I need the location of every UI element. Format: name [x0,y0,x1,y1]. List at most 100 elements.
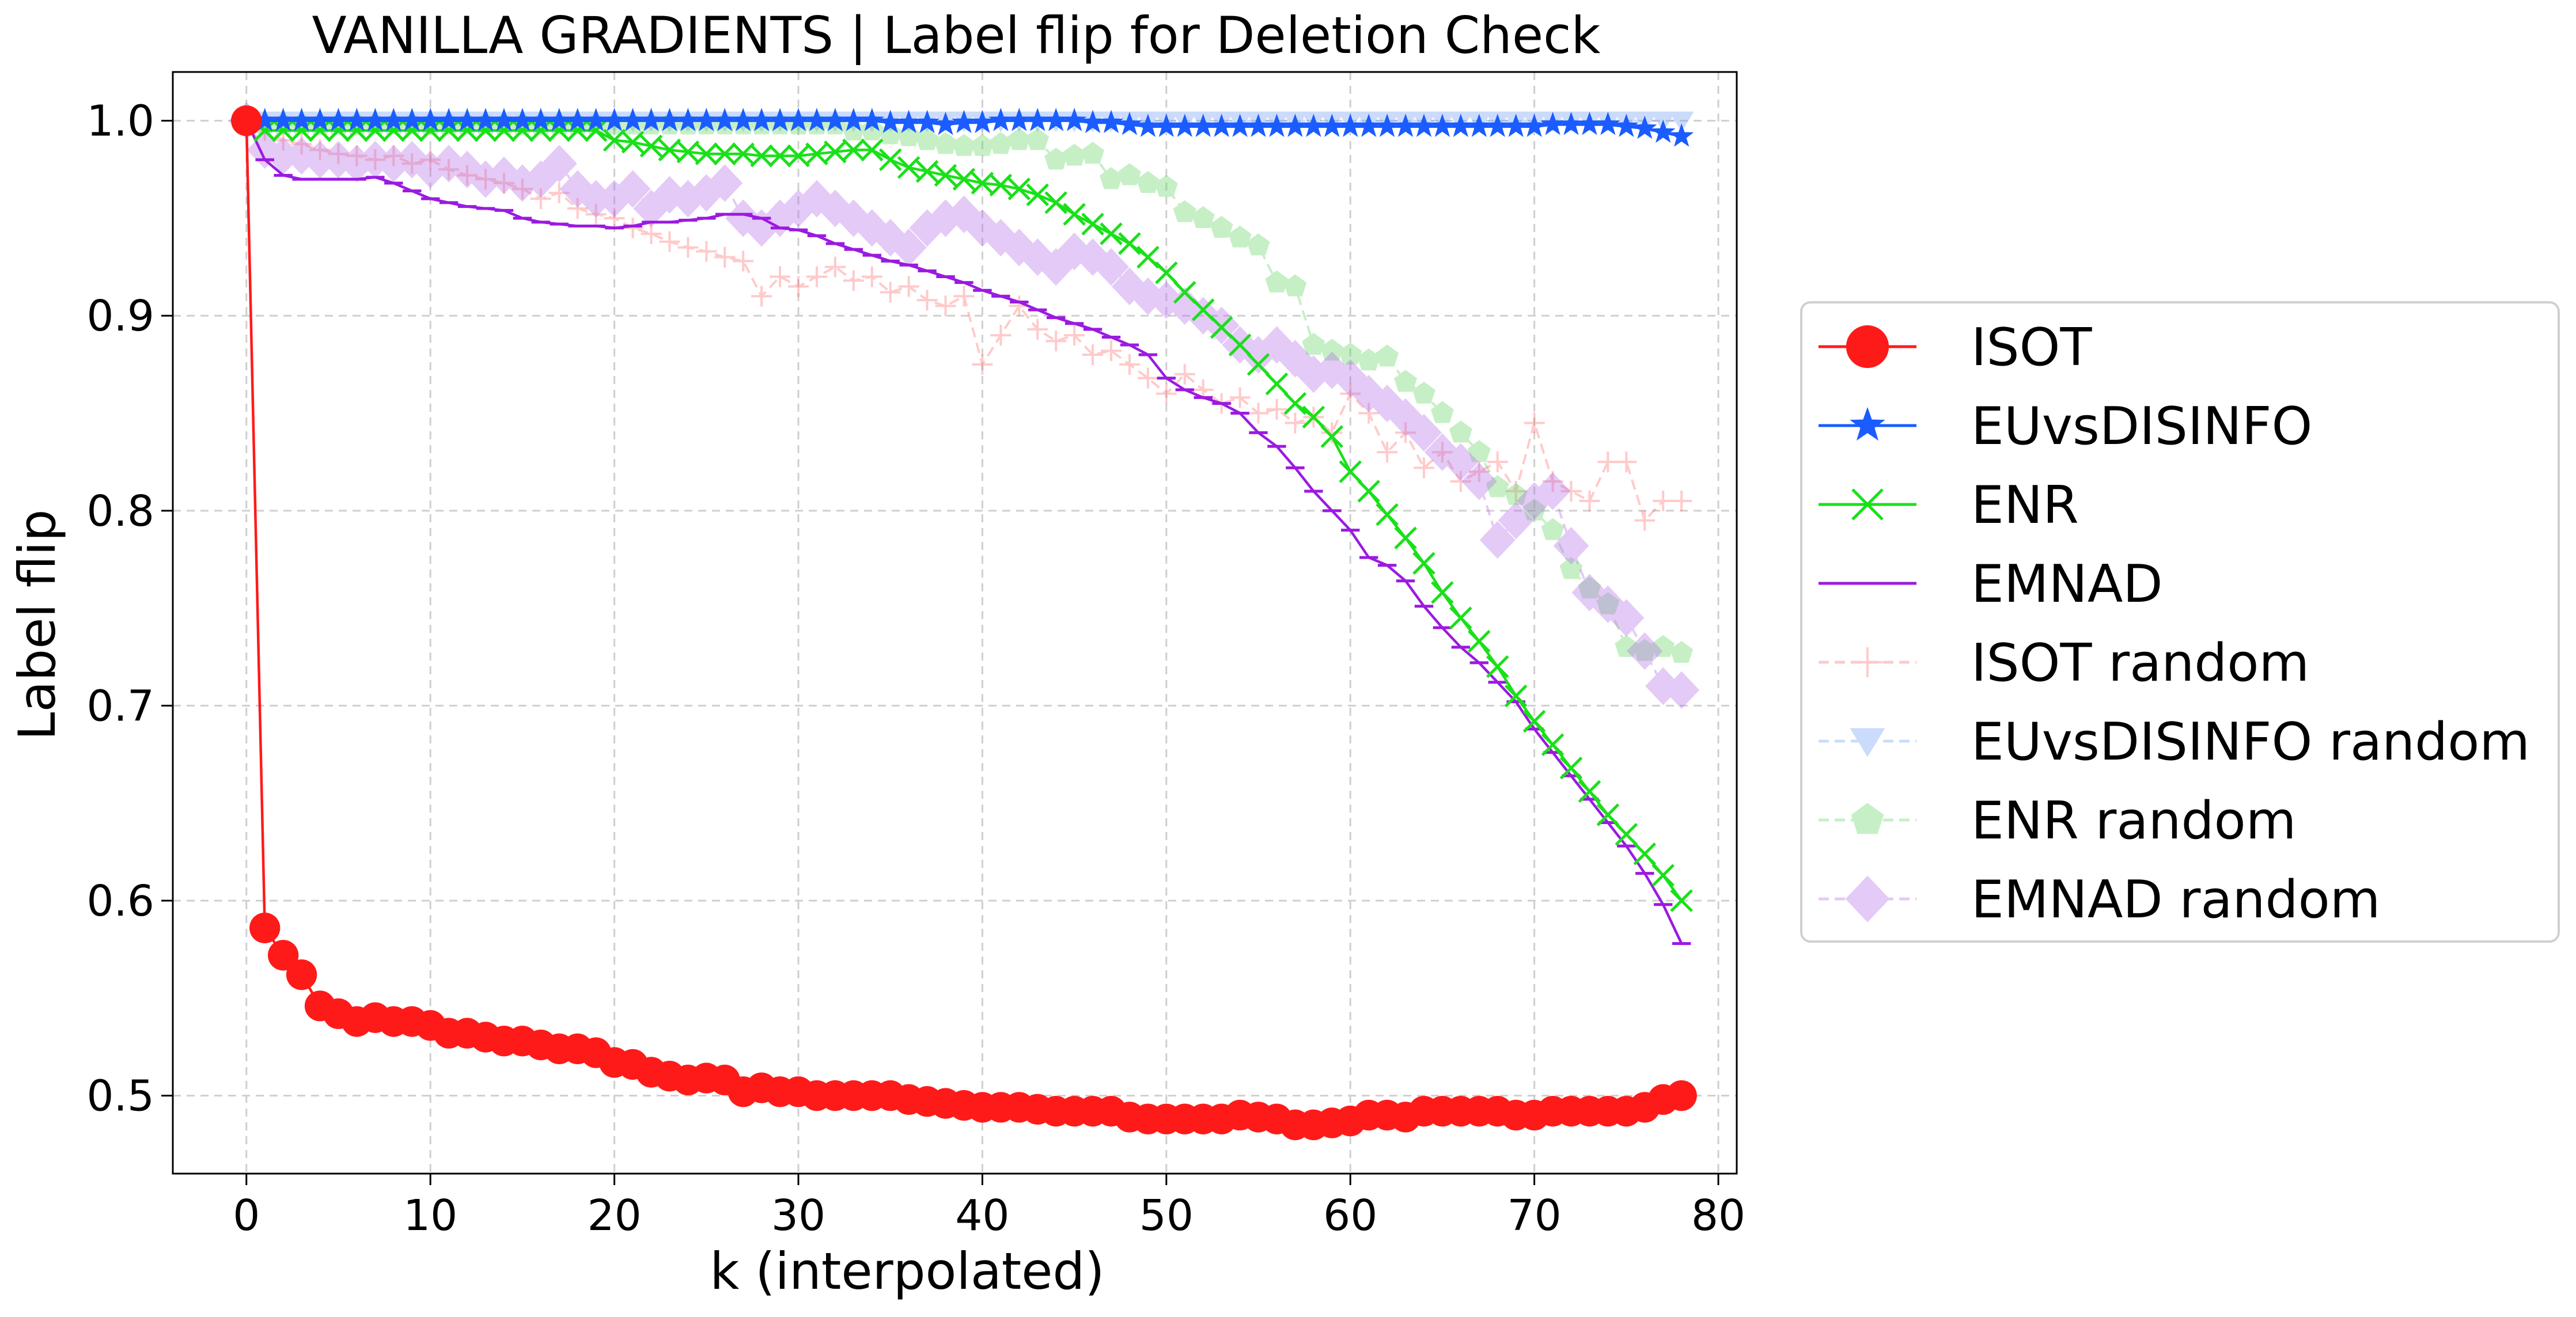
data-point [1651,119,1676,143]
data-point [641,223,662,245]
data-point [1007,177,1031,200]
data-point [1117,163,1141,185]
data-point [1666,1080,1697,1111]
data-point [584,119,608,142]
data-point [431,145,467,183]
legend-item: EUvsDISINFO [1819,396,2312,457]
data-point [493,119,516,142]
data-point [670,180,706,218]
data-point [1395,422,1416,443]
legend-swatch [1819,728,1916,757]
data-point [972,354,993,375]
data-point [1486,655,1509,678]
data-point [1117,112,1142,135]
data-point [383,145,404,166]
data-point [725,199,762,237]
data-point [1082,344,1104,365]
data-point [767,108,793,131]
data-point [547,119,571,142]
data-point [328,143,349,165]
data-point [989,132,1013,154]
legend-swatch [1819,647,1916,677]
y-tick-label: 0.5 [86,1072,154,1121]
data-point [787,144,810,168]
data-point [1027,318,1048,340]
data-point [1516,482,1552,520]
data-point [835,199,872,237]
data-point [964,209,1001,247]
data-point [1283,274,1307,297]
data-point [751,286,772,307]
data-point [363,108,388,131]
data-point [291,134,312,155]
data-point [1596,592,1620,614]
data-point [1577,112,1602,135]
data-point [1321,422,1343,443]
x-tick-label: 20 [588,1191,642,1240]
data-point [1156,383,1177,404]
data-point [843,270,864,291]
data-point [308,108,332,131]
y-tick-label: 0.9 [86,291,154,341]
data-point [1394,370,1418,392]
data-point [676,141,700,164]
data-point [1025,108,1050,131]
data-point [730,108,756,131]
data-point [927,199,964,237]
data-point [1468,629,1491,653]
legend-item: ENR [1819,475,2079,536]
data-point [1155,261,1178,284]
data-point [1669,123,1694,147]
data-point [1634,510,1656,531]
data-point [780,189,817,227]
data-point [346,145,368,166]
data-point [714,246,736,268]
legend-label: ISOT [1971,317,2093,378]
data-point [1670,640,1694,663]
data-point [231,105,262,136]
data-point [530,188,551,210]
data-point [603,128,626,152]
data-point [1578,780,1601,803]
data-point [1063,143,1086,166]
data-point [989,173,1013,197]
data-point [983,219,1019,257]
data-point [1541,733,1564,756]
y-axis-ticks: 0.5 0.6 0.7 0.8 0.9 1.0 [86,97,173,1121]
data-point [1485,113,1510,137]
data-point [290,119,313,142]
data-point [633,189,669,227]
data-point [1093,248,1130,286]
legend-item: ISOT [1819,317,2093,378]
data-point [762,199,798,237]
data-point [1229,387,1251,408]
legend-label: EUvsDISINFO random [1971,712,2530,772]
data-point [1560,480,1582,502]
data-point [271,119,295,142]
series-enr [234,109,1693,912]
data-point [1248,403,1269,424]
data-point [1431,442,1453,463]
data-point [1191,113,1215,137]
data-point [565,108,590,131]
data-point [1101,340,1122,362]
legend-swatch [1819,407,1916,441]
data-point [1504,684,1528,708]
data-point [1191,206,1215,228]
data-point [1388,398,1424,436]
data-point [1669,111,1694,132]
data-point [1098,109,1124,134]
data-point [750,144,773,168]
data-point [584,108,608,131]
data-point [1038,248,1074,286]
data-point [283,136,320,175]
data-point [302,141,338,179]
data-point [1266,398,1287,420]
data-point [1314,351,1350,389]
data-point [878,148,902,172]
data-point [339,145,375,183]
data-point [621,131,645,154]
data-point [1285,412,1306,434]
series-line [245,119,1682,523]
data-point [1130,277,1166,316]
